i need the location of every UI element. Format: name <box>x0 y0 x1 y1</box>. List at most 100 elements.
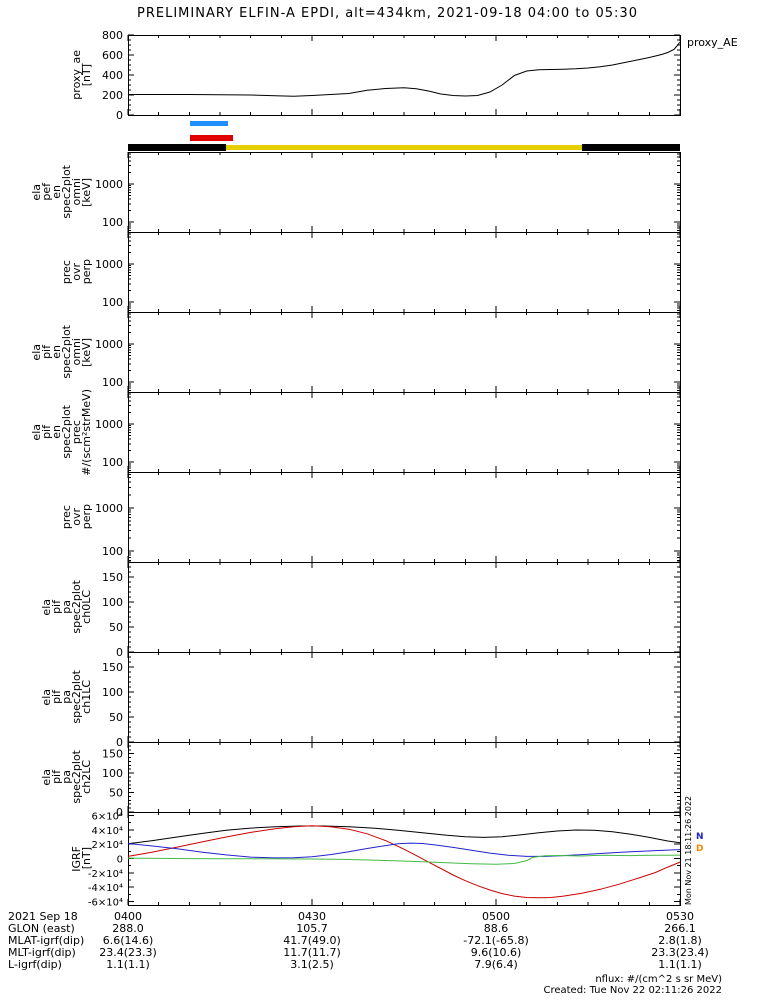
y-tick-label: 100 <box>102 545 123 558</box>
y-tick-label: 100 <box>102 456 123 469</box>
page-title: PRELIMINARY ELFIN-A EPDI, alt=434km, 202… <box>137 6 638 21</box>
cell-value: -72.1(-65.8) <box>463 934 529 947</box>
cell-value: 266.1 <box>664 922 696 935</box>
series-line-igrf-black <box>127 825 681 845</box>
y-tick-label: 100 <box>102 376 123 389</box>
cell-value: 6.6(14.6) <box>102 934 154 947</box>
y-tick-label: 4×10⁴ <box>92 826 123 837</box>
ylabel-line: ch0LC <box>80 590 93 624</box>
zone-bar-segment-1 <box>226 145 582 150</box>
table-row: MLAT-igrf(dip) 6.6(14.6) 41.7(49.0) -72.… <box>0 935 775 947</box>
panel-frame-pa1 <box>128 652 681 743</box>
ylabel-line: [nT] <box>80 847 93 870</box>
y-tick-label: 0 <box>116 646 123 659</box>
cell-value: 105.7 <box>296 922 328 935</box>
y-tick-label: 100 <box>102 767 123 780</box>
y-tick-label: 150 <box>102 661 123 674</box>
series-line-igrf-red <box>127 825 681 899</box>
panel-frame-pa0 <box>128 562 681 653</box>
row-label: MLAT-igrf(dip) <box>8 934 85 947</box>
cell-value: 1.1(1.1) <box>658 958 702 971</box>
ylabel-spec3: ela pif en spec2plot omni [keV] <box>0 312 93 392</box>
table-row: 2021 Sep 18 0400 0430 0500 0530 <box>0 911 775 923</box>
x-tick-label: 0400 <box>114 910 142 923</box>
panel-frame-spec2 <box>128 232 681 313</box>
row-label: L-igrf(dip) <box>8 958 62 971</box>
ylabel-line: perp <box>80 504 93 530</box>
ylabel-line: [keV] <box>80 337 93 367</box>
series-line-proxy-proxy_AE <box>128 41 681 97</box>
cell-value: 23.3(23.4) <box>651 946 709 959</box>
row-label: 2021 Sep 18 <box>8 910 78 923</box>
y-tick-label: 1000 <box>95 418 123 431</box>
y-tick-label: 50 <box>109 621 123 634</box>
panel-frame-spec1 <box>128 152 681 233</box>
table-row: MLT-igrf(dip) 23.4(23.3) 11.7(11.7) 9.6(… <box>0 947 775 959</box>
y-tick-label: 200 <box>102 89 123 102</box>
side-timestamp: Mon Nov 21 18:11:26 2022 <box>684 795 693 905</box>
ylabel-pa2: ela pif pa spec2plot ch2LC <box>0 742 93 812</box>
ylabel-pa0: ela pif pa spec2plot ch0LC <box>0 562 93 652</box>
igrf-legend-letter-d: D <box>696 844 704 854</box>
zone-bar-segment-0 <box>128 144 227 151</box>
y-tick-label: 100 <box>102 216 123 229</box>
cell-value: 23.4(23.3) <box>99 946 157 959</box>
ylabel-spec2: prec ovr perp <box>0 232 93 312</box>
y-tick-label: 100 <box>102 686 123 699</box>
panel-frame-spec3 <box>128 312 681 393</box>
ylabel-line: [keV] <box>80 177 93 207</box>
cell-value: 9.6(10.6) <box>470 946 522 959</box>
proxy-ae-series-label: proxy_AE <box>687 36 738 49</box>
y-tick-label: 150 <box>102 748 123 761</box>
y-tick-label: -6×10⁴ <box>88 897 123 908</box>
ylabel-pa1: ela pif pa spec2plot ch1LC <box>0 652 93 742</box>
ylabel-spec1: ela pef en spec2plot omni [keV] <box>0 152 93 232</box>
y-tick-label: 800 <box>102 29 123 42</box>
ylabel-spec5: prec ovr perp <box>0 472 93 562</box>
y-tick-label: 0 <box>116 736 123 749</box>
table-row: L-igrf(dip) 1.1(1.1) 3.1(2.5) 7.9(6.4) 1… <box>0 959 775 971</box>
y-tick-label: 50 <box>109 711 123 724</box>
y-tick-label: 100 <box>102 296 123 309</box>
cell-value: 2.8(1.8) <box>658 934 702 947</box>
science-zone-legend-red-bar <box>190 135 233 141</box>
ylabel-proxy: proxy_ae [nT] <box>0 35 93 115</box>
panel-frame-proxy <box>128 35 681 116</box>
y-tick-label: 1000 <box>95 338 123 351</box>
y-tick-label: 1000 <box>95 502 123 515</box>
zone-bar-segment-2 <box>581 144 680 151</box>
series-line-igrf-green <box>127 854 681 865</box>
x-tick-label: 0500 <box>482 910 510 923</box>
ylabel-line: ch1LC <box>80 680 93 714</box>
series-line-igrf-blue <box>127 842 681 859</box>
cell-value: 1.1(1.1) <box>106 958 150 971</box>
cell-value: 288.0 <box>112 922 144 935</box>
ylabel-line: perp <box>80 259 93 285</box>
y-tick-label: 400 <box>102 69 123 82</box>
y-tick-label: 600 <box>102 49 123 62</box>
y-tick-label: 150 <box>102 571 123 584</box>
igrf-legend-letter-n: N <box>696 832 704 842</box>
row-label: GLON (east) <box>8 922 75 935</box>
y-tick-label: 2×10⁴ <box>92 840 123 851</box>
ylabel-line: #/(scm²strMeV) <box>80 388 93 476</box>
y-tick-label: 100 <box>102 596 123 609</box>
panel-frame-pa2 <box>128 742 681 813</box>
y-tick-label: 0 <box>116 109 123 122</box>
y-tick-label: 0 <box>116 806 123 819</box>
table-row: GLON (east) 288.0 105.7 88.6 266.1 <box>0 923 775 935</box>
panel-frame-spec5 <box>128 472 681 563</box>
cell-value: 88.6 <box>483 922 509 935</box>
y-tick-label: 6×10⁴ <box>92 812 123 823</box>
footer-annotation-table: 2021 Sep 18 0400 0430 0500 0530 GLON (ea… <box>0 911 775 971</box>
y-tick-label: 0 <box>117 855 123 866</box>
cell-value: 7.9(6.4) <box>474 958 518 971</box>
panel-frame-spec4 <box>128 392 681 473</box>
row-label: MLT-igrf(dip) <box>8 946 76 959</box>
cell-value: 11.7(11.7) <box>283 946 341 959</box>
x-tick-label: 0430 <box>298 910 326 923</box>
cell-value: 3.1(2.5) <box>290 958 334 971</box>
y-tick-label: 1000 <box>95 258 123 271</box>
